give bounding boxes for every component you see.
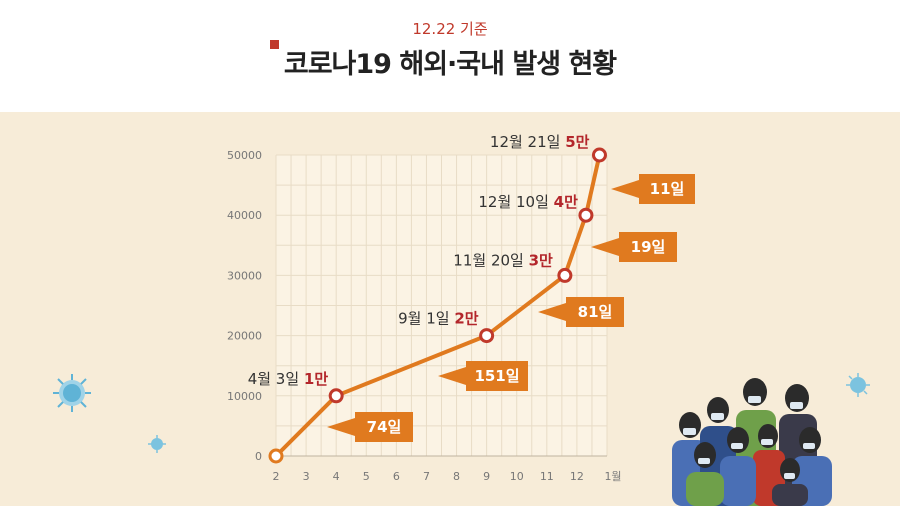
x-tick-label: 4 [333, 470, 340, 483]
x-tick-label: 1월 [604, 470, 621, 483]
x-tick-label: 10 [510, 470, 524, 483]
point-value: 4만 [554, 193, 578, 211]
header: 12.22 기준 코로나19 해외·국내 발생 현황 [0, 0, 900, 112]
data-point [328, 388, 344, 404]
duration-callout [438, 361, 528, 391]
date-label: 12.22 기준 [412, 20, 488, 38]
virus-icon [148, 435, 166, 453]
point-label: 9월 1일 2만 [398, 310, 479, 328]
page-title: 코로나19 해외·국내 발생 현황 [269, 40, 617, 81]
x-tick-label: 2 [273, 470, 280, 483]
point-value: 1만 [304, 370, 328, 388]
duration-callouts: 74일 151일 81일 19일 11일 [327, 174, 695, 442]
duration-callout [538, 297, 624, 327]
point-label: 11월 20일 3만 [453, 251, 553, 269]
point-date: 12월 21일 [490, 133, 565, 151]
duration-label: 81일 [578, 303, 613, 321]
chart-axes: 0 10000 20000 30000 40000 50000 2 3 4 5 6 7 8 9 10 11 12… [227, 149, 622, 483]
x-tick-label: 7 [423, 470, 430, 483]
duration-callout [591, 232, 677, 262]
y-tick-label: 0 [255, 450, 262, 463]
chart-grid [275, 154, 608, 457]
point-label: 12월 21일 5만 [490, 133, 590, 151]
duration-callout [611, 174, 695, 204]
point-value: 5만 [565, 133, 589, 151]
data-point [591, 147, 607, 163]
x-tick-label: 9 [483, 470, 490, 483]
x-tick-label: 11 [540, 470, 554, 483]
data-point [557, 267, 573, 283]
duration-label: 11일 [650, 180, 685, 198]
y-tick-label: 50000 [227, 149, 262, 162]
duration-label: 74일 [367, 418, 402, 436]
y-tick-label: 30000 [227, 269, 262, 282]
x-tick-label: 3 [303, 470, 310, 483]
crowd-illustration [672, 378, 832, 506]
duration-label: 19일 [631, 238, 666, 256]
x-tick-label: 12 [570, 470, 584, 483]
point-label: 4월 3일 1만 [248, 370, 329, 388]
virus-icon [846, 373, 870, 397]
chart-series [268, 147, 607, 464]
duration-label: 151일 [474, 367, 519, 385]
point-label: 12월 10일 4만 [478, 193, 578, 211]
y-tick-label: 20000 [227, 330, 262, 343]
point-date: 11월 20일 [453, 251, 528, 269]
series-line [274, 154, 602, 458]
point-date: 12월 10일 [478, 193, 553, 211]
point-value: 2만 [454, 310, 478, 328]
y-tick-label: 40000 [227, 209, 262, 222]
x-tick-label: 5 [363, 470, 370, 483]
point-date: 9월 1일 [398, 310, 454, 328]
x-tick-label: 6 [393, 470, 400, 483]
point-value: 3만 [529, 251, 553, 269]
duration-callout [327, 412, 413, 442]
x-tick-label: 8 [453, 470, 460, 483]
data-point [578, 207, 594, 223]
y-tick-label: 10000 [227, 390, 262, 403]
data-point [268, 448, 284, 464]
data-point [479, 328, 495, 344]
point-date: 4월 3일 [248, 370, 304, 388]
title-marker [269, 40, 279, 49]
virus-icon [53, 374, 91, 412]
